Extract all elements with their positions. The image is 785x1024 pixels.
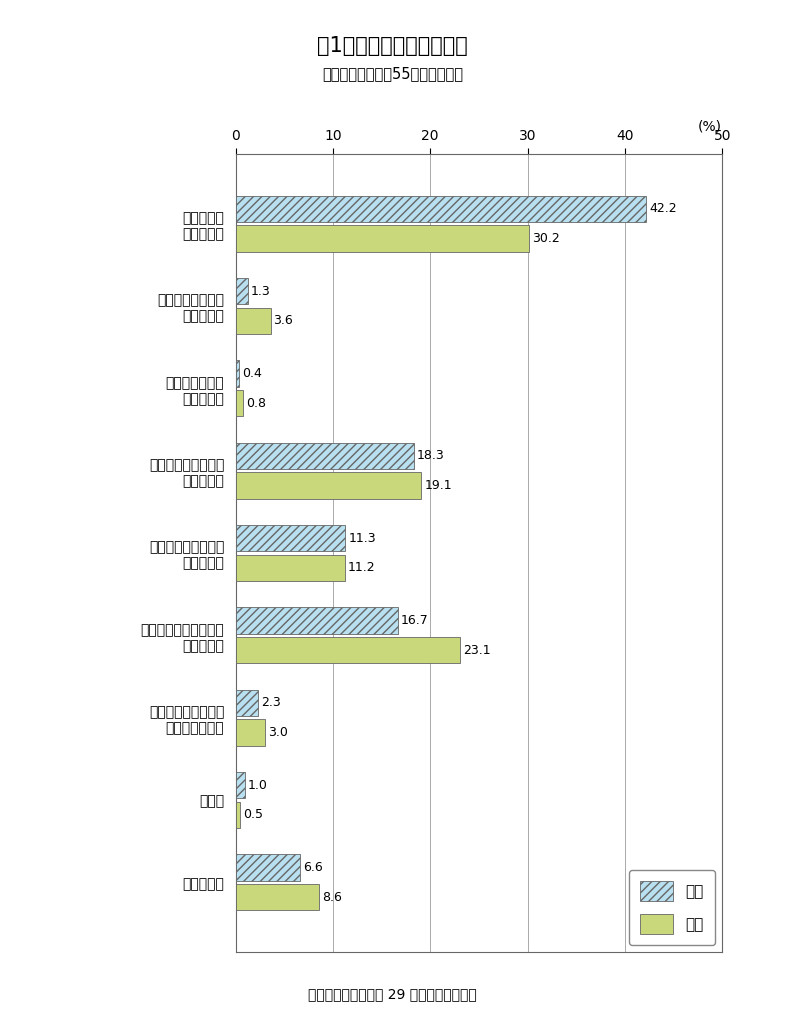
Text: 8.6: 8.6 (322, 891, 342, 903)
Bar (236, 854, 300, 881)
Text: 3.6: 3.6 (273, 314, 294, 328)
Text: 18.3: 18.3 (417, 450, 444, 462)
Text: 19.1: 19.1 (425, 479, 452, 492)
Bar (236, 390, 243, 417)
Text: 16.7: 16.7 (401, 614, 429, 627)
Text: 1.0: 1.0 (248, 778, 268, 792)
Text: 0.4: 0.4 (243, 367, 262, 380)
Legend: 男性, 女性: 男性, 女性 (629, 870, 714, 945)
Text: 0.8: 0.8 (246, 396, 266, 410)
Bar (236, 307, 271, 334)
Text: 42.2: 42.2 (649, 203, 677, 215)
Bar (236, 884, 319, 910)
Text: (%): (%) (698, 119, 722, 133)
Bar (236, 196, 646, 222)
Text: 1.3: 1.3 (251, 285, 271, 298)
Text: 出典：内閣府　平成 29 年版高齢社会白書: 出典：内閣府 平成 29 年版高齢社会白書 (309, 987, 476, 1001)
Text: 3.0: 3.0 (268, 726, 287, 739)
Bar (236, 472, 422, 499)
Bar (236, 607, 398, 634)
Bar (236, 525, 345, 551)
Text: 11.2: 11.2 (348, 561, 375, 574)
Bar (236, 772, 245, 799)
Bar (236, 555, 345, 581)
Bar (236, 225, 529, 252)
Text: 0.5: 0.5 (243, 808, 263, 821)
Text: 6.6: 6.6 (303, 861, 323, 874)
Text: 23.1: 23.1 (463, 644, 491, 656)
Bar (236, 719, 265, 745)
Text: ＞調査対象：全国55歳以上の男女: ＞調査対象：全国55歳以上の男女 (322, 67, 463, 82)
Bar (236, 278, 248, 304)
Bar (236, 637, 460, 664)
Text: 30.2: 30.2 (532, 231, 560, 245)
Bar (236, 442, 414, 469)
Bar (236, 360, 239, 387)
Text: 2.3: 2.3 (261, 696, 280, 710)
Text: 図1　介護を受けたい場所: 図1 介護を受けたい場所 (317, 36, 468, 56)
Bar (236, 689, 258, 716)
Bar (236, 802, 240, 828)
Text: 11.3: 11.3 (349, 531, 376, 545)
